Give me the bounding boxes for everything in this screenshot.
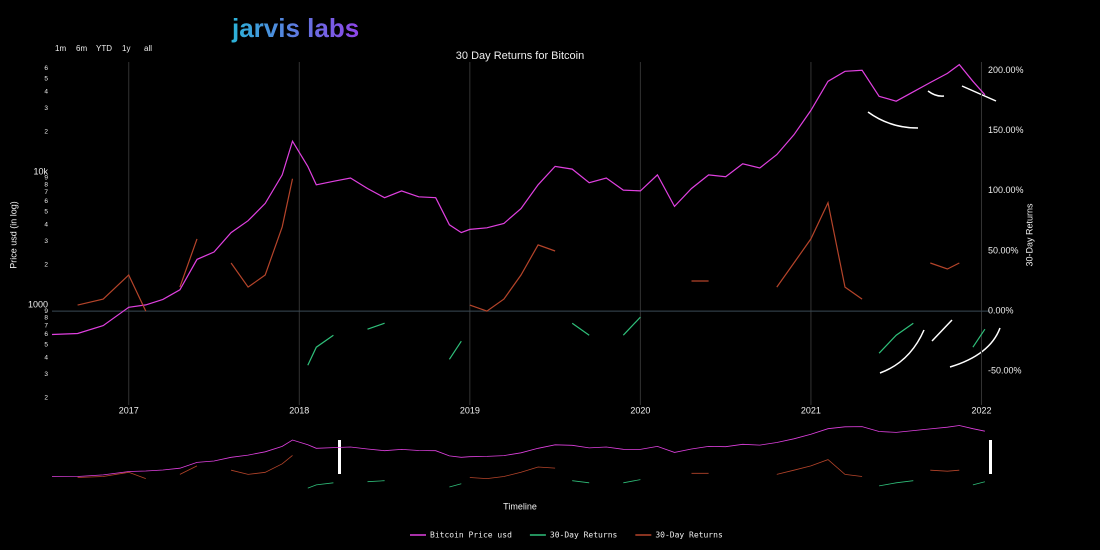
y-tick-label: 2 xyxy=(44,129,48,136)
y2-tick-label: 200.00% xyxy=(988,65,1024,75)
brand-logo: jarvis labs xyxy=(231,13,359,43)
y2-axis-title: 30-Day Returns xyxy=(1024,203,1034,267)
y-tick-label: 5 xyxy=(44,209,48,216)
y-tick-label: 5 xyxy=(44,76,48,83)
y-tick-label: 1000 xyxy=(28,299,48,309)
y-tick-label: 7 xyxy=(44,189,48,196)
x-tick-label: 2019 xyxy=(460,405,480,415)
y-tick-label: 2 xyxy=(44,395,48,402)
y-tick-label: 3 xyxy=(44,371,48,378)
range-button[interactable]: 1y xyxy=(122,44,130,53)
y2-tick-label: 150.00% xyxy=(988,125,1024,135)
x-tick-label: 2021 xyxy=(801,405,821,415)
x-tick-label: 2020 xyxy=(630,405,650,415)
y-tick-label: 2 xyxy=(44,262,48,269)
y-tick-label: 5 xyxy=(44,342,48,349)
y-tick-label: 9 xyxy=(44,308,48,315)
y2-tick-label: 100.00% xyxy=(988,185,1024,195)
y-tick-label: 3 xyxy=(44,105,48,112)
x-tick-label: 2018 xyxy=(289,405,309,415)
range-slider-line xyxy=(51,425,985,477)
range-button[interactable]: 1m xyxy=(55,44,66,53)
legend-label: Bitcoin Price usd xyxy=(430,531,512,540)
series-line xyxy=(77,178,960,312)
y2-tick-label: 0.00% xyxy=(988,306,1014,316)
y-tick-label: 3 xyxy=(44,238,48,245)
y-tick-label: 4 xyxy=(44,355,48,362)
series-line xyxy=(51,63,986,336)
range-handle[interactable] xyxy=(989,440,992,474)
legend-label: 30-Day Returns xyxy=(655,531,723,540)
y-tick-label: 6 xyxy=(44,65,48,72)
chart-title: 30 Day Returns for Bitcoin xyxy=(456,50,584,62)
range-slider-line xyxy=(77,455,960,480)
range-button[interactable]: 6m xyxy=(76,44,87,53)
legend-label: 30-Day Returns xyxy=(550,531,618,540)
y-tick-label: 6 xyxy=(44,331,48,338)
x-axis-title: Timeline xyxy=(503,501,537,511)
range-slider-line xyxy=(307,479,986,489)
range-button[interactable]: all xyxy=(144,44,152,53)
series-line xyxy=(307,316,986,366)
range-handle[interactable] xyxy=(338,440,341,474)
y-tick-label: 4 xyxy=(44,222,48,229)
x-tick-label: 2022 xyxy=(971,405,991,415)
y-tick-label: 8 xyxy=(44,182,48,189)
annotations xyxy=(867,85,1001,374)
y-tick-label: 10k xyxy=(33,166,48,176)
y-tick-label: 6 xyxy=(44,198,48,205)
y-tick-label: 7 xyxy=(44,322,48,329)
range-button[interactable]: YTD xyxy=(96,44,112,53)
x-tick-label: 2017 xyxy=(119,405,139,415)
y2-tick-label: 50.00% xyxy=(988,245,1019,255)
y-tick-label: 4 xyxy=(44,89,48,96)
y-axis-title: Price usd (in log) xyxy=(8,201,18,269)
y-tick-label: 8 xyxy=(44,315,48,322)
y2-tick-label: -50.00% xyxy=(988,366,1022,376)
y-tick-label: 9 xyxy=(44,175,48,182)
